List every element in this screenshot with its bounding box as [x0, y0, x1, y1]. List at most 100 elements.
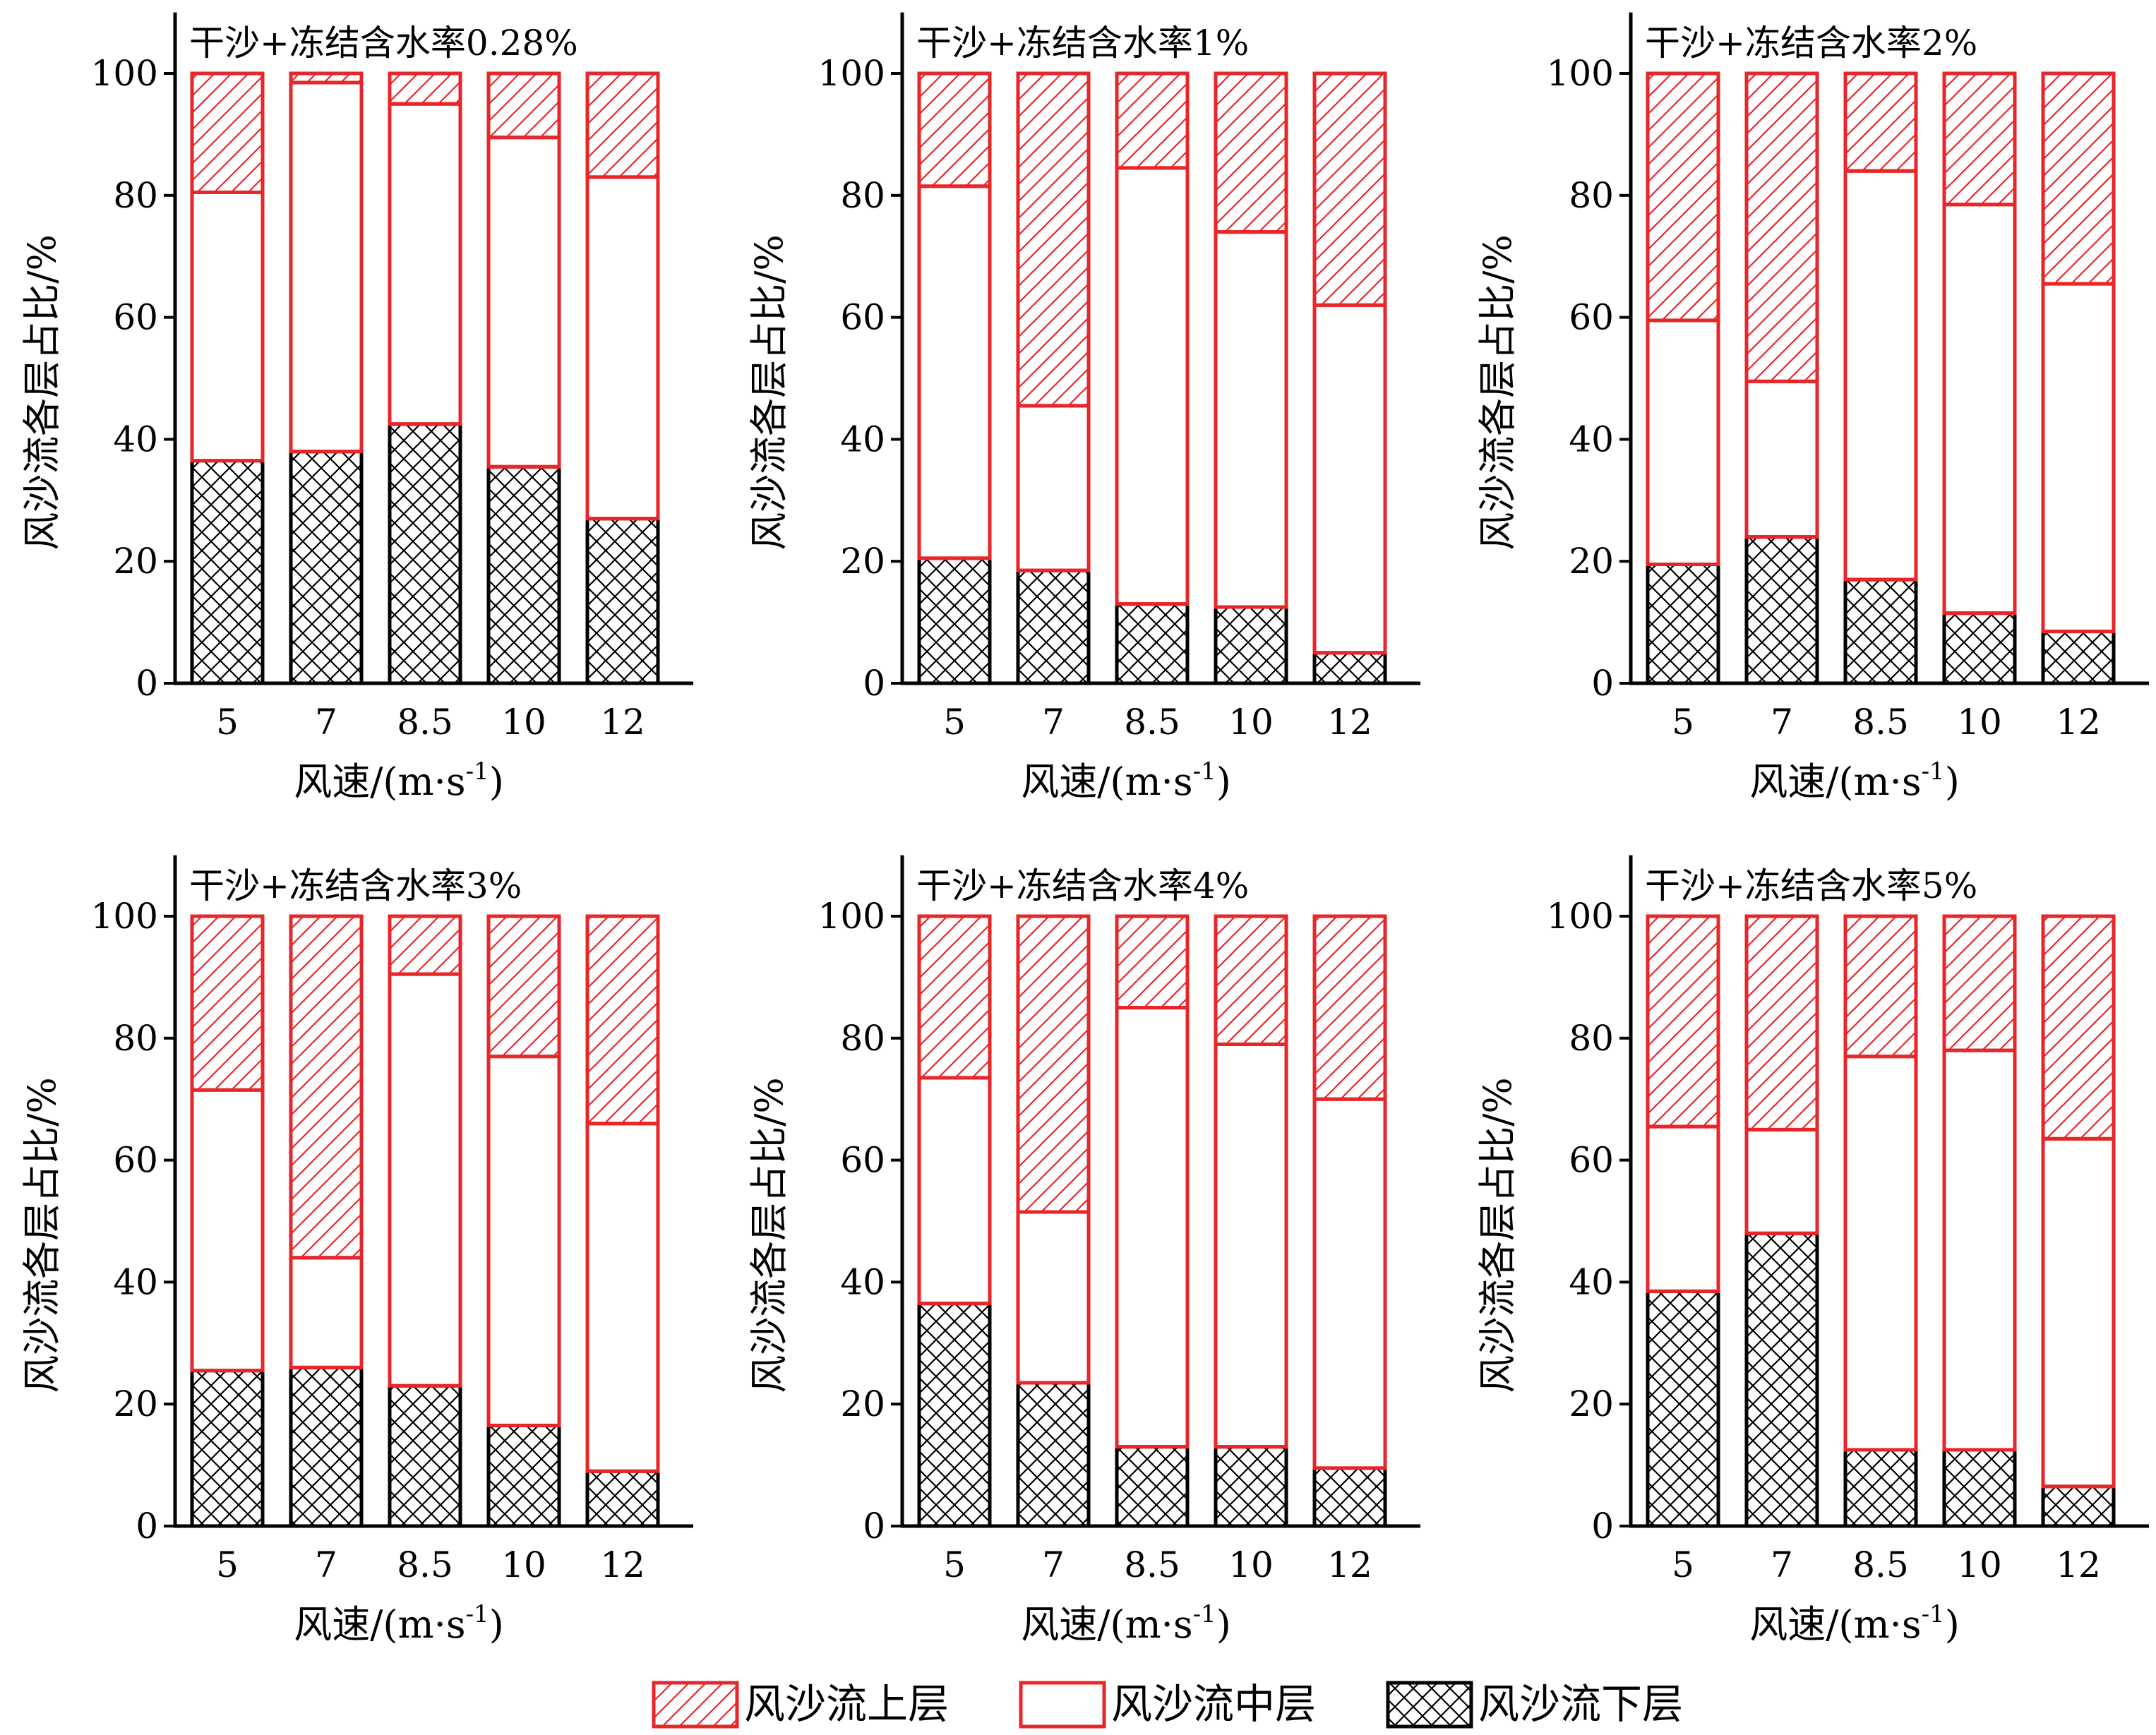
panel-title: 干沙+冻结含水率3% [189, 865, 522, 906]
y-tick-label: 80 [1569, 175, 1614, 216]
y-tick-label: 40 [840, 1261, 885, 1302]
y-axis-label: 风沙流各层占比/% [1475, 234, 1520, 551]
y-axis-label: 风沙流各层占比/% [747, 1077, 791, 1393]
y-tick-label: 60 [1569, 297, 1614, 338]
bar-segment-lower [289, 450, 364, 685]
y-axis-label: 风沙流各层占比/% [20, 1077, 64, 1393]
bar-segment-upper [1744, 71, 1819, 383]
bar-segment-upper [486, 71, 561, 140]
x-tick-label: 7 [1042, 1544, 1065, 1585]
bar-segment-middle [1312, 1097, 1387, 1470]
bar-segment-middle [289, 80, 364, 454]
y-tick-label: 60 [840, 297, 885, 338]
x-axis-label: 风速/(m·s-1) [1749, 757, 1960, 804]
x-tick-label: 10 [1957, 1544, 2002, 1585]
bar-segment-upper [388, 914, 462, 976]
x-tick-label: 12 [1327, 1544, 1372, 1585]
panel-title: 干沙+冻结含水率1% [916, 23, 1249, 64]
y-tick-label: 100 [91, 53, 158, 94]
bar-segment-middle [1942, 1048, 2017, 1452]
bar-segment-lower [1942, 611, 2017, 685]
x-tick-label: 7 [315, 1544, 337, 1585]
y-tick-label: 20 [1569, 541, 1614, 582]
bar-segment-lower [1016, 568, 1091, 685]
bar-segment-middle [1843, 169, 1918, 582]
x-tick-label: 8.5 [397, 702, 453, 743]
bar-segment-middle [1646, 1124, 1720, 1293]
bar-segment-middle [388, 102, 462, 426]
x-tick-label: 7 [315, 702, 337, 743]
y-tick-label: 0 [1591, 1506, 1614, 1547]
legend-label: 风沙流下层 [1478, 1680, 1683, 1728]
y-tick-label: 60 [113, 1140, 158, 1181]
y-tick-label: 100 [1547, 53, 1614, 94]
bar-segment-middle [585, 175, 660, 521]
bar-segment-lower [1942, 1448, 2017, 1528]
y-tick-label: 40 [113, 1261, 158, 1302]
x-tick-label: 12 [2056, 702, 2101, 743]
bar-segment-lower [190, 1369, 265, 1528]
bar-segment-lower [1312, 651, 1387, 685]
bar-segment-upper [1214, 914, 1288, 1046]
chart-panel-1: 干沙+冻结含水率0.28% 5 7 8.5 10 12 0 20 40 60 80 100 风沙流各层占… [20, 12, 693, 804]
bar-segment-upper [1214, 71, 1288, 234]
bar-segment-middle [1214, 230, 1288, 609]
y-tick-label: 80 [840, 175, 885, 216]
bar-segment-lower [2041, 630, 2116, 685]
bar-segment-middle [1312, 303, 1387, 655]
x-tick-label: 8.5 [397, 1544, 453, 1585]
y-axis-label: 风沙流各层占比/% [747, 234, 791, 551]
legend: 风沙流上层 风沙流中层 风沙流下层 [652, 1680, 1683, 1729]
bar-segment-lower [486, 464, 561, 685]
bar-segment-lower [917, 1302, 992, 1528]
legend-item-2: 风沙流中层 [1019, 1680, 1316, 1729]
bar-segment-upper [1016, 71, 1091, 408]
bar-segment-upper [1843, 914, 1918, 1059]
x-tick-label: 10 [501, 702, 546, 743]
x-tick-label: 7 [1771, 1544, 1793, 1585]
x-tick-label: 5 [216, 702, 239, 743]
y-tick-label: 20 [113, 1383, 158, 1424]
bar-segment-upper [1115, 914, 1190, 1010]
bar-segment-upper [190, 914, 265, 1092]
bar-segment-upper [1312, 914, 1387, 1101]
x-tick-label: 12 [1327, 702, 1372, 743]
panel-title: 干沙+冻结含水率4% [916, 865, 1249, 906]
bar-segment-lower [388, 422, 462, 685]
legend-item-1: 风沙流上层 [652, 1680, 949, 1729]
bar-segment-middle [190, 1088, 265, 1373]
bar-segment-lower [1214, 605, 1288, 685]
y-tick-label: 20 [1569, 1383, 1614, 1424]
x-tick-label: 10 [1228, 1544, 1274, 1585]
bar-segment-lower [1843, 1448, 1918, 1528]
x-tick-label: 5 [1672, 1544, 1694, 1585]
bar-segment-lower [1646, 1289, 1720, 1528]
x-tick-label: 10 [501, 1544, 546, 1585]
bar-segment-lower [917, 556, 992, 685]
y-tick-label: 20 [840, 541, 885, 582]
x-tick-label: 7 [1042, 702, 1065, 743]
x-axis-label: 风速/(m·s-1) [1021, 1600, 1231, 1647]
bar-segment-upper [1843, 71, 1918, 173]
bar-segment-middle [289, 1256, 364, 1369]
bar-segment-middle [585, 1122, 660, 1473]
y-tick-label: 0 [863, 663, 885, 704]
legend-label: 风沙流中层 [1111, 1680, 1316, 1728]
chart-panel-2: 干沙+冻结含水率1% 5 7 8.5 10 12 0 20 40 60 80 100 风沙流各层占比/%… [747, 12, 1420, 804]
y-tick-label: 60 [840, 1140, 885, 1181]
bar-segment-lower [289, 1365, 364, 1528]
bar-segment-upper [1942, 71, 2017, 207]
bar-segment-middle [1115, 1006, 1190, 1449]
bar-segment-lower [486, 1423, 561, 1528]
bar-segment-upper [289, 914, 364, 1260]
y-tick-label: 0 [136, 1506, 158, 1547]
y-tick-label: 20 [113, 541, 158, 582]
x-tick-label: 10 [1228, 702, 1274, 743]
bar-segment-upper [2041, 914, 2116, 1141]
y-tick-label: 100 [91, 896, 158, 937]
bar-segment-lower [585, 517, 660, 685]
bar-segment-middle [1744, 379, 1819, 539]
bar-segment-upper [2041, 71, 2116, 286]
panel-title: 干沙+冻结含水率2% [1645, 23, 1977, 64]
